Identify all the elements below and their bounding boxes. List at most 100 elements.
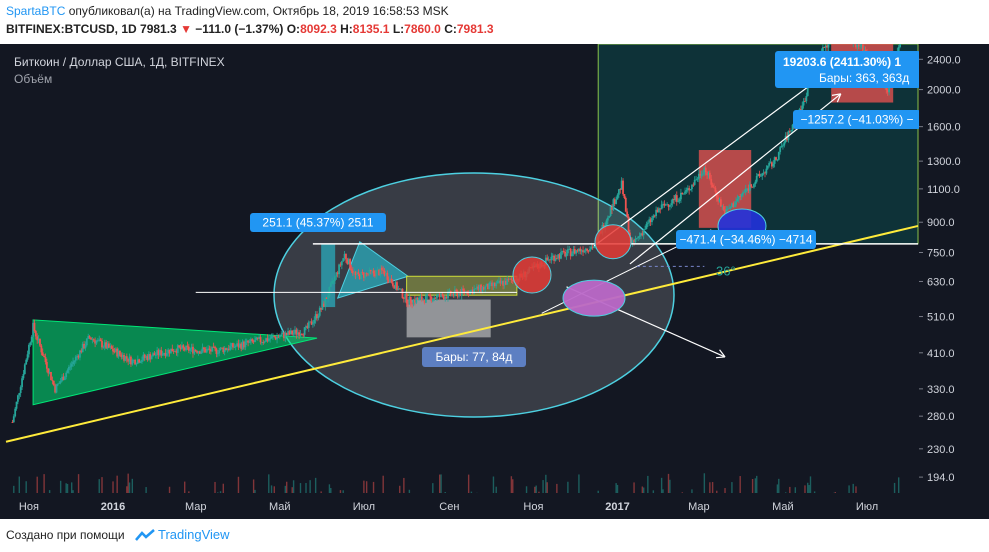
candle-body	[544, 257, 547, 266]
candle-body	[743, 191, 746, 193]
candle-body	[211, 346, 214, 352]
candle-body	[568, 248, 571, 250]
candle-body	[62, 376, 65, 381]
candle-body	[208, 348, 211, 350]
candle-body	[504, 281, 507, 285]
candle-body	[801, 105, 804, 114]
candle-body	[626, 211, 629, 217]
candle-body	[190, 346, 193, 350]
candle-body	[236, 343, 238, 347]
candle-body	[562, 250, 565, 252]
price-tick-label: 1600.0	[927, 122, 961, 134]
candle-body	[109, 346, 112, 348]
candle-body	[649, 219, 652, 223]
candle-body	[61, 376, 63, 382]
channel-line-head	[831, 93, 841, 96]
candle-body	[700, 174, 703, 176]
tradingview-brand[interactable]: TradingView	[158, 527, 230, 542]
candle-body	[259, 337, 262, 343]
price-tick-label: 410.0	[927, 348, 955, 360]
candle-body	[644, 228, 646, 230]
candle-body	[648, 219, 651, 223]
candle-body	[88, 336, 91, 338]
candle-body	[73, 360, 76, 362]
candle-body	[477, 286, 480, 290]
author-link[interactable]: SpartaBTC	[6, 4, 66, 18]
publication-header: SpartaBTC опубликовал(а) на TradingView.…	[0, 0, 989, 44]
candle-body	[186, 345, 189, 347]
candle-body	[85, 338, 88, 346]
candle-body	[182, 345, 185, 348]
candle-body	[623, 194, 626, 199]
candle-body	[726, 208, 729, 210]
candle-body	[645, 223, 648, 229]
candle-body	[408, 296, 411, 305]
chart-area[interactable]: 251.1 (45.37%) 2511 Бары: 77, 84д −471.4 (…	[0, 44, 989, 519]
candle-body	[105, 342, 108, 349]
candle-body	[339, 264, 342, 266]
candle-body	[589, 249, 591, 252]
candle-body	[441, 293, 444, 297]
candle-body	[655, 209, 658, 216]
candle-body	[715, 191, 718, 198]
candle-body	[382, 270, 385, 272]
candle-body	[375, 270, 378, 277]
candle-body	[218, 350, 221, 354]
candle-body	[327, 295, 329, 299]
candle-body	[675, 195, 678, 202]
candle-body	[354, 271, 357, 276]
candle-body	[385, 272, 387, 276]
candle-body	[323, 303, 325, 307]
retest-circle	[562, 279, 626, 317]
candle-body	[96, 340, 99, 341]
price-tick-label: 1300.0	[927, 156, 961, 168]
candle-body	[448, 290, 451, 292]
low-label: L:	[392, 22, 405, 36]
candle-body	[143, 354, 146, 358]
candle-body	[91, 339, 94, 341]
candle-body	[587, 250, 590, 252]
candle-body	[120, 354, 123, 358]
candle-body	[897, 47, 900, 52]
candle-body	[285, 332, 288, 336]
candle-body	[746, 188, 748, 190]
candle-body	[106, 343, 109, 349]
candle-body	[718, 199, 721, 202]
candle-body	[232, 343, 234, 348]
candle-body	[176, 345, 179, 353]
candle-body	[116, 348, 119, 357]
candle-body	[775, 157, 777, 160]
candle-body	[215, 348, 218, 354]
candle-body	[615, 199, 618, 204]
time-tick-label: Ноя	[19, 501, 39, 513]
candle-body	[500, 281, 503, 284]
range-measure-box	[406, 299, 491, 338]
candle-body	[58, 382, 61, 384]
candle-body	[755, 175, 758, 182]
drawdown-label-2: −1257.2 (−41.03%) −	[800, 113, 913, 127]
candle-body	[724, 209, 726, 217]
candle-body	[361, 272, 364, 273]
candle-body	[266, 338, 269, 341]
candle-body	[367, 273, 369, 275]
candle-body	[135, 363, 138, 365]
candle-body	[74, 356, 77, 361]
gain-label-2-bars: Бары: 363, 363д	[819, 71, 909, 85]
candle-body	[43, 355, 46, 358]
candle-body	[267, 338, 270, 341]
candle-body	[19, 387, 22, 394]
candle-body	[114, 348, 117, 352]
chart-canvas[interactable]: 251.1 (45.37%) 2511 Бары: 77, 84д −471.4 (…	[0, 44, 989, 519]
target-arrow-down-head	[719, 349, 726, 358]
candle-body	[646, 222, 649, 224]
candle-body	[26, 354, 29, 360]
candle-body	[260, 341, 263, 343]
candle-body	[192, 346, 194, 354]
candle-body	[258, 337, 261, 339]
candle-body	[157, 350, 160, 356]
candle-body	[609, 206, 612, 216]
candle-body	[371, 270, 374, 272]
price-axis-bg	[919, 44, 989, 519]
candle-body	[252, 341, 255, 343]
candle-body	[12, 416, 15, 423]
